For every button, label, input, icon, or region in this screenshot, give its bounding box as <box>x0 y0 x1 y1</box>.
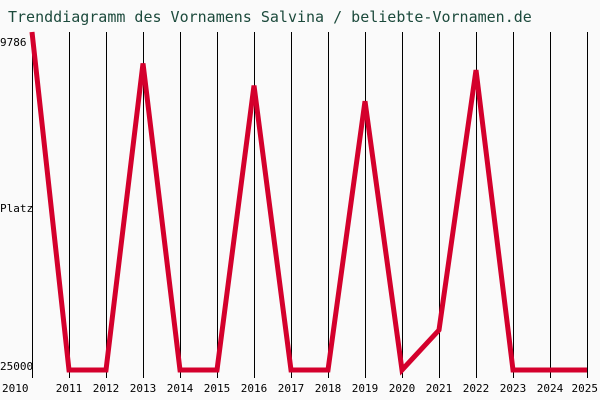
x-tick-label-2016: 2016 <box>241 382 268 395</box>
x-tick-label-2018: 2018 <box>315 382 342 395</box>
x-tick-label-2020: 2020 <box>389 382 416 395</box>
y-tick-label-bottom: 25000 <box>0 360 33 373</box>
x-tick-label-2013: 2013 <box>130 382 157 395</box>
chart-title: Trenddiagramm des Vornamens Salvina / be… <box>8 8 532 26</box>
x-tick-label-2022: 2022 <box>463 382 490 395</box>
x-tick-label-2021: 2021 <box>426 382 453 395</box>
x-tick-label-2015: 2015 <box>204 382 231 395</box>
x-axis: 2010 2011 2012 2013 2014 2015 2016 2017 2018 2019… <box>2 382 598 395</box>
y-axis-label: Platz <box>0 202 33 215</box>
series-line-0 <box>29 31 587 376</box>
x-tick-label-2012: 2012 <box>93 382 120 395</box>
y-tick-label-top: 9786 <box>0 36 27 49</box>
x-tick-label-2017: 2017 <box>278 382 305 395</box>
grid-lines <box>32 32 588 378</box>
x-tick-label-2025: 2025 <box>572 382 599 395</box>
x-tick-label-2023: 2023 <box>500 382 527 395</box>
series-layer <box>29 31 588 376</box>
x-tick-label-2011: 2011 <box>56 382 83 395</box>
x-tick-label-2024: 2024 <box>537 382 564 395</box>
y-axis: 9786 Platz 25000 <box>0 36 33 373</box>
x-tick-label-2010: 2010 <box>2 382 29 395</box>
x-tick-label-2019: 2019 <box>352 382 379 395</box>
x-tick-label-2014: 2014 <box>167 382 194 395</box>
